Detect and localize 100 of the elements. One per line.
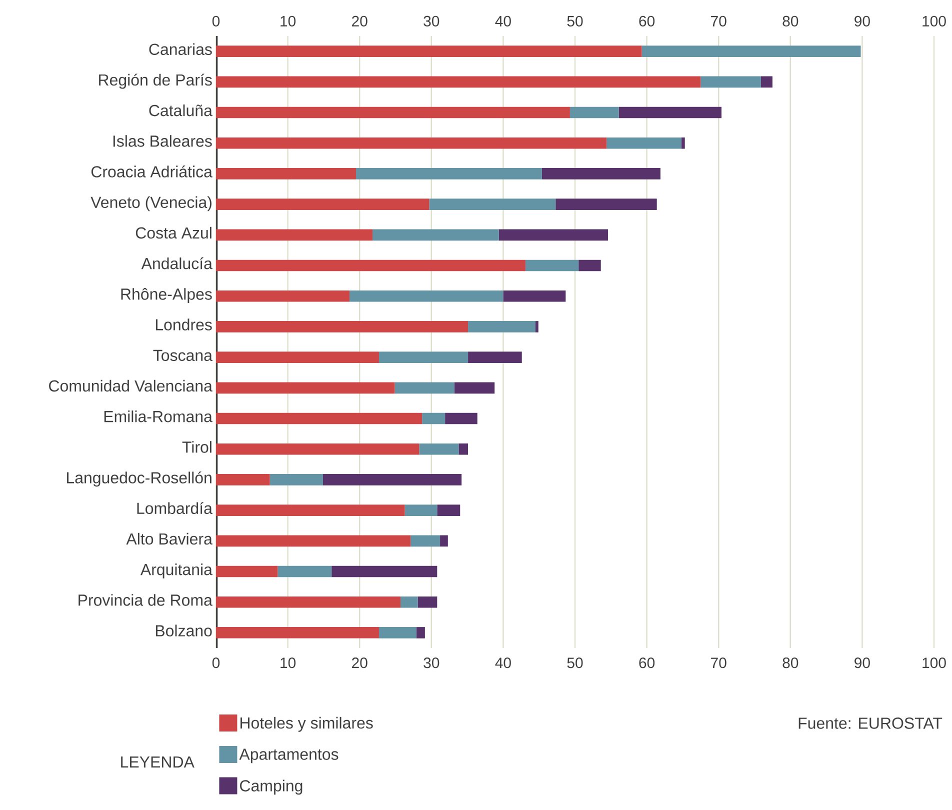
x-tick-label: 40	[495, 16, 511, 26]
bar	[458, 443, 468, 455]
bar	[570, 106, 619, 118]
x2-tick-label: 40	[495, 658, 511, 668]
bar	[216, 474, 270, 486]
bar	[440, 535, 448, 547]
y-tick-label: Rhône-Alpes	[121, 288, 212, 303]
y-tick-label: Languedoc-Rosellón	[67, 471, 212, 487]
bar	[216, 566, 278, 578]
bar	[618, 106, 722, 118]
bar	[216, 596, 401, 608]
bar	[422, 412, 446, 424]
y-tick-label: Islas Baleares	[113, 135, 212, 147]
x-tick-label: 100	[922, 16, 946, 26]
bar	[536, 321, 538, 332]
bar	[216, 352, 379, 363]
bar	[216, 46, 642, 57]
bar	[216, 504, 405, 516]
y-tick-label: Croacia Adriática	[91, 165, 212, 178]
bar	[445, 412, 478, 424]
bar	[437, 504, 460, 516]
y-tick-label: Arquitania	[140, 563, 212, 578]
y-tick-label: Emilia-Romana	[104, 410, 212, 422]
bar	[418, 596, 438, 608]
bar	[216, 382, 395, 394]
x-tick-label: 20	[352, 16, 368, 26]
legend-label: Apartamentos	[239, 748, 338, 764]
bar	[454, 382, 495, 394]
x-tick-label: 80	[782, 16, 798, 26]
bar	[216, 76, 701, 88]
bar	[760, 76, 772, 88]
legend-label: Camping	[240, 780, 302, 795]
x-tick-label: 50	[567, 16, 583, 26]
bar	[216, 443, 420, 455]
x2-tick-label: 20	[352, 658, 368, 668]
x-tick-label: 30	[424, 16, 440, 26]
source-note: Fuente: EUROSTAT	[798, 718, 942, 729]
x-tick-label: 0	[212, 16, 220, 26]
bar	[216, 229, 373, 241]
x-tick-label: 90	[854, 16, 870, 26]
y-tick-label: Andalucía	[141, 257, 212, 270]
x2-tick-label: 50	[567, 658, 583, 668]
x2-tick-label: 90	[854, 658, 870, 668]
x-tick-label: 70	[711, 16, 726, 26]
bar	[378, 352, 468, 363]
bar	[498, 229, 608, 241]
y-tick-label: Provincia de Roma	[78, 594, 212, 606]
bar	[216, 321, 468, 332]
bar	[270, 474, 323, 486]
y-tick-label: Lombardía	[137, 502, 212, 514]
bar	[216, 535, 411, 547]
x2-tick-label: 60	[639, 658, 655, 668]
y-tick-label: Toscana	[153, 350, 212, 362]
bar	[525, 260, 579, 272]
x-tick-label: 60	[639, 16, 655, 26]
bar	[356, 168, 542, 180]
bar	[503, 290, 566, 302]
bar	[700, 76, 761, 88]
y-tick-label: Alto Baviera	[126, 532, 212, 545]
bar	[400, 596, 418, 608]
bar	[404, 504, 438, 516]
y-tick-label: Veneto (Venecia)	[90, 196, 212, 212]
x2-tick-label: 80	[782, 658, 798, 668]
y-tick-label: Londres	[156, 318, 212, 330]
bar	[216, 412, 422, 424]
y-tick-label: Bolzano	[156, 624, 212, 636]
x2-tick-label: 70	[711, 658, 726, 668]
bar	[410, 535, 440, 547]
y-tick-label: Costa Azul	[136, 226, 212, 239]
bar	[606, 137, 682, 149]
y-tick-label: Comunidad Valenciana	[49, 380, 212, 392]
bar	[216, 290, 350, 302]
bar	[394, 382, 454, 394]
bar	[216, 198, 430, 210]
y-tick-label: Región de París	[99, 74, 212, 89]
bar	[642, 46, 861, 57]
y-tick-label: Canarias	[149, 43, 212, 56]
bar	[416, 627, 425, 638]
x2-tick-label: 30	[424, 658, 440, 668]
bar	[378, 627, 416, 638]
bar	[216, 168, 356, 180]
bar	[322, 474, 462, 486]
x2-tick-label: 10	[280, 658, 296, 668]
bar	[419, 443, 459, 455]
x2-tick-label: 100	[922, 658, 946, 668]
bar	[468, 321, 536, 332]
bar	[332, 566, 438, 578]
bar	[216, 260, 526, 272]
bar	[216, 137, 607, 149]
x-tick-label: 10	[280, 16, 296, 26]
y-tick-label: Cataluña	[149, 104, 212, 116]
bar	[468, 352, 522, 363]
x2-tick-label: 0	[212, 658, 220, 668]
bar	[216, 627, 379, 638]
bar	[578, 260, 601, 272]
y-tick-label: Tirol	[182, 441, 212, 453]
bar	[278, 566, 332, 578]
bar	[429, 198, 556, 210]
legend-title: LEYENDA	[121, 756, 194, 768]
bar	[681, 137, 685, 149]
